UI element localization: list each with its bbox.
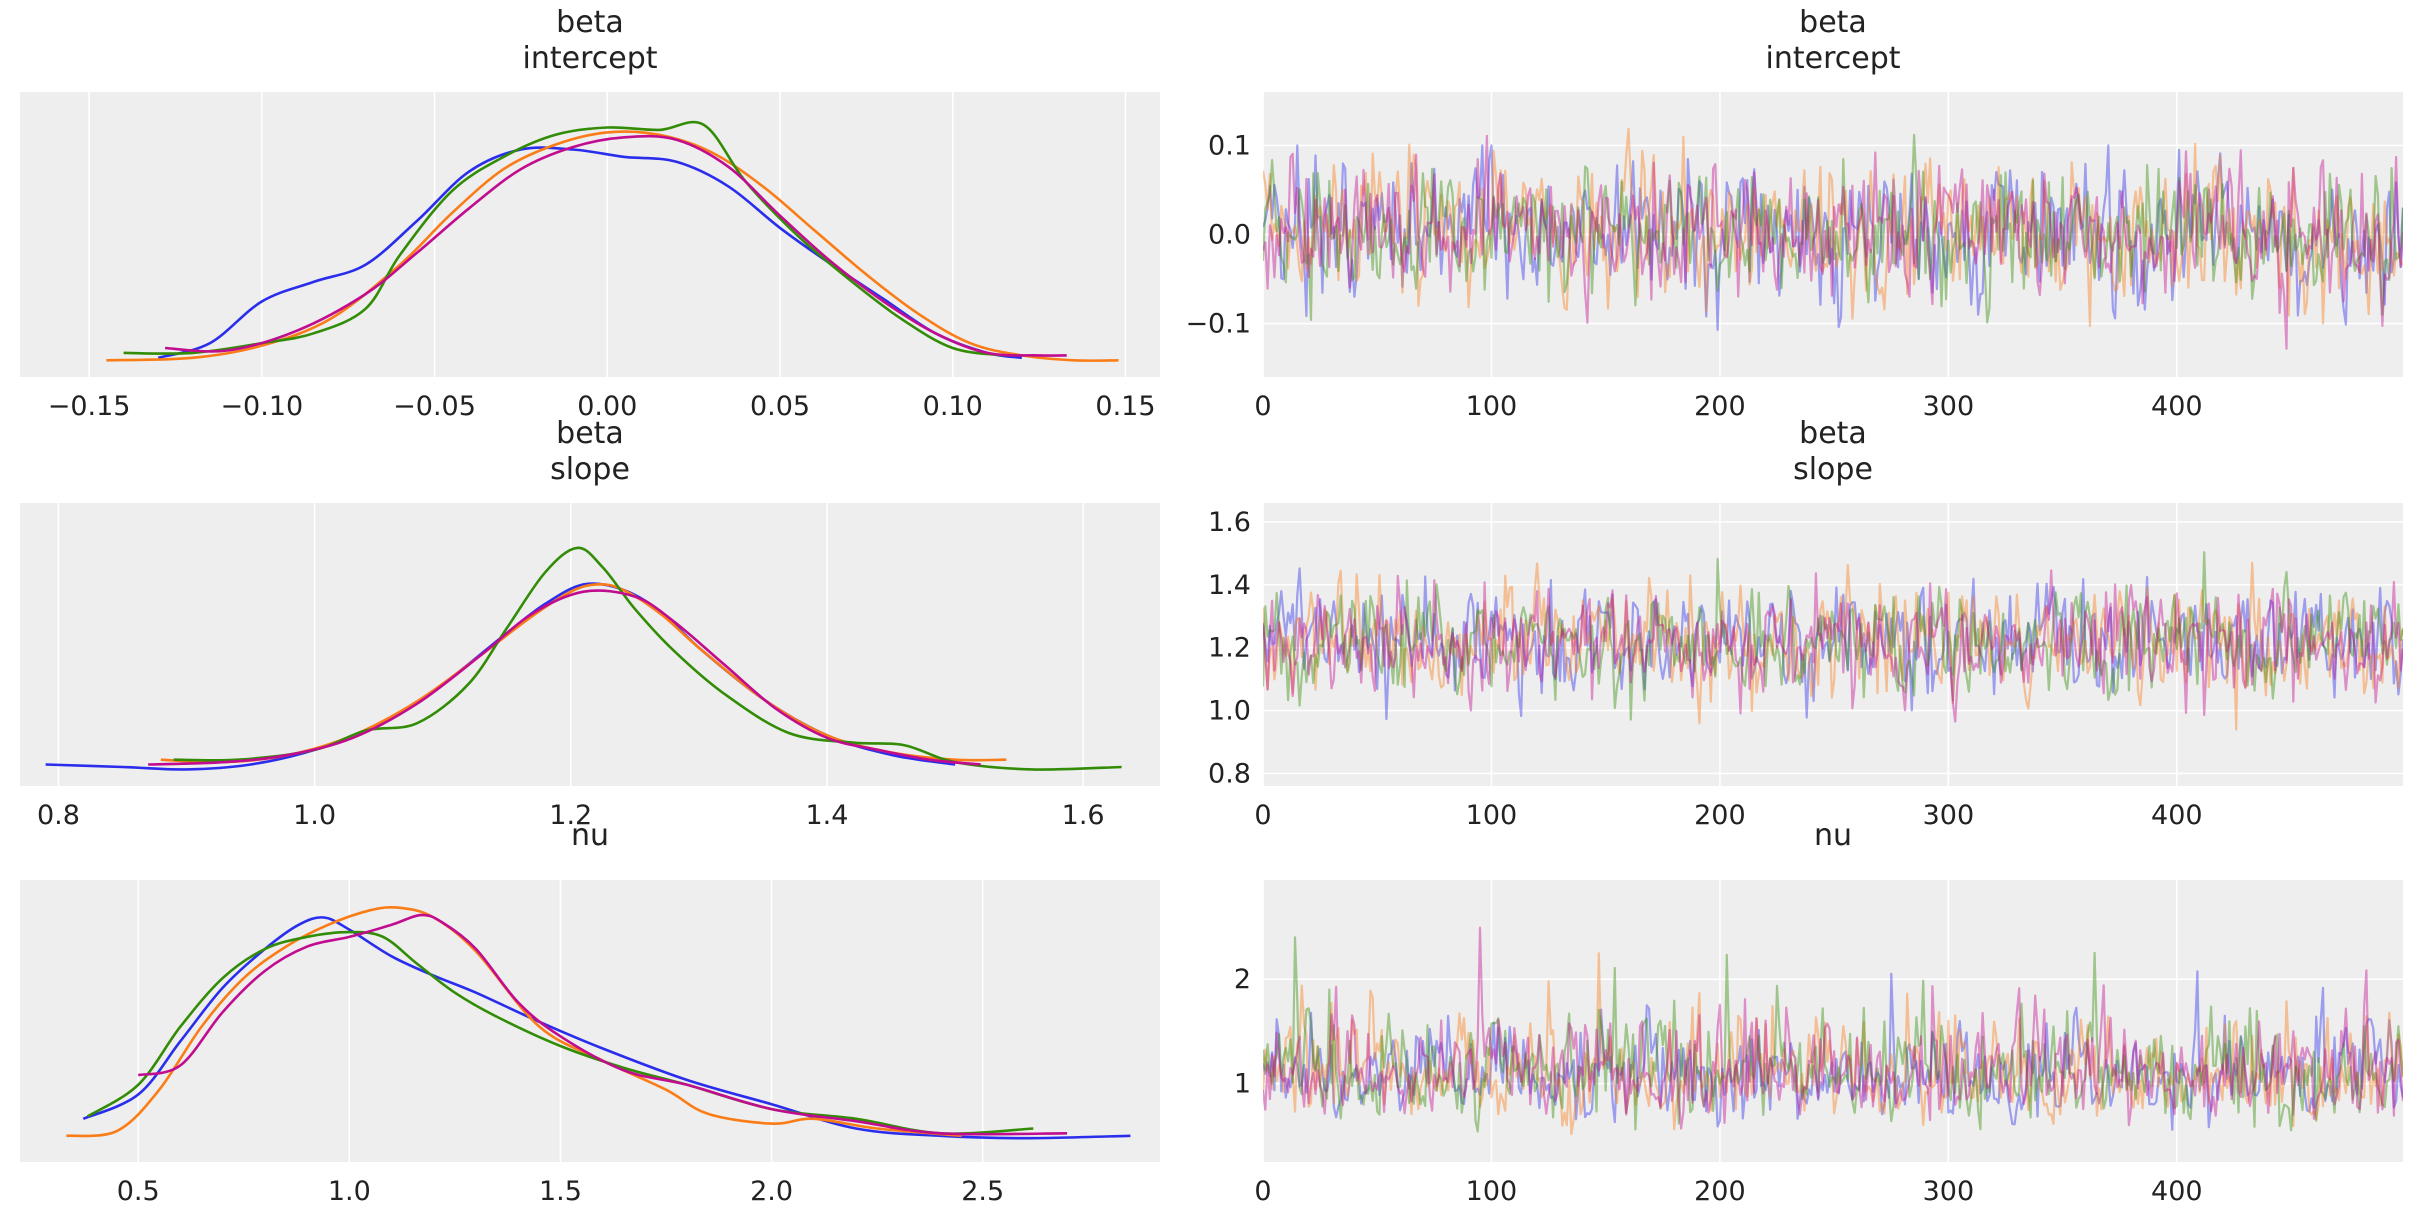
x-tick-label: 0.10: [923, 391, 983, 422]
x-tick-label: 1.6: [1062, 800, 1105, 831]
x-tick-label: 0.05: [750, 391, 810, 422]
plot-area: [1263, 503, 2403, 786]
kde-panel-4: nu 0.5 1.0 1.5 2.0 2.5: [20, 818, 1160, 1207]
x-tick-label: 200: [1694, 800, 1746, 831]
panel-title-line: beta: [556, 416, 624, 451]
x-tick-label: 0: [1254, 800, 1271, 831]
x-tick-label: 200: [1694, 391, 1746, 422]
x-tick-label: −0.05: [393, 391, 476, 422]
x-tick-label: 1.4: [805, 800, 848, 831]
kde-line-chain-0: [157, 146, 1022, 360]
x-tick-label: 300: [1923, 1176, 1975, 1207]
trace-line-chain-2: [1263, 133, 2403, 324]
x-tick-label: 0: [1254, 1176, 1271, 1207]
plot-area: [20, 503, 1160, 786]
x-tick-label: 0.15: [1095, 391, 1155, 422]
panel-title-line: nu: [571, 818, 609, 853]
panel-title-line: slope: [1793, 452, 1873, 487]
x-tick-label: 1.0: [293, 800, 336, 831]
kde-line-chain-3: [148, 589, 981, 766]
panel-title-line: beta: [556, 5, 624, 40]
x-tick-label: 0.5: [117, 1176, 160, 1207]
trace-line-chain-0: [1263, 144, 2403, 331]
y-tick-label: 0.0: [1208, 220, 1251, 251]
y-tick-label: 1.4: [1208, 570, 1251, 601]
y-tick-label: 1.2: [1208, 633, 1251, 664]
x-tick-label: 300: [1923, 800, 1975, 831]
x-tick-label: 300: [1923, 391, 1975, 422]
trace-line-chain-2: [1263, 551, 2403, 721]
panel-title-line: slope: [550, 452, 630, 487]
panel-title-line: beta: [1799, 416, 1867, 451]
kde-line-chain-2: [123, 120, 1005, 357]
x-tick-label: 2.5: [961, 1176, 1004, 1207]
kde-line-chain-3: [137, 913, 1068, 1136]
y-tick-label: 0.1: [1208, 130, 1251, 161]
panel-title-line: beta: [1799, 5, 1867, 40]
x-tick-label: 0: [1254, 391, 1271, 422]
plot-area: [20, 880, 1160, 1162]
x-tick-label: 1.5: [539, 1176, 582, 1207]
trace-panel-5: nu 0 100 200 300 400 1 2: [1234, 818, 2403, 1207]
trace-line-chain-1: [1263, 561, 2403, 731]
kde-line-chain-0: [82, 916, 1131, 1140]
panel-title-line: nu: [1814, 818, 1852, 853]
kde-line-chain-3: [165, 134, 1067, 357]
x-tick-label: 2.0: [750, 1176, 793, 1207]
x-tick-label: 100: [1466, 391, 1518, 422]
panel-title-line: intercept: [523, 41, 658, 76]
trace-line-chain-3: [1263, 569, 2403, 723]
trace-line-chain-3: [1263, 926, 2403, 1130]
kde-line-chain-1: [106, 130, 1119, 362]
x-tick-label: 100: [1466, 800, 1518, 831]
x-tick-label: 0.00: [577, 391, 637, 422]
panel-title-line: intercept: [1766, 41, 1901, 76]
y-tick-label: −0.1: [1185, 309, 1251, 340]
y-tick-label: 1.0: [1208, 696, 1251, 727]
y-tick-label: 1: [1234, 1069, 1251, 1100]
x-tick-label: 100: [1466, 1176, 1518, 1207]
trace-line-chain-1: [1263, 952, 2403, 1136]
x-tick-label: 400: [2151, 1176, 2203, 1207]
x-tick-label: −0.15: [48, 391, 131, 422]
plot-area: [20, 92, 1160, 377]
trace-line-chain-0: [1263, 970, 2403, 1131]
y-tick-label: 2: [1234, 964, 1251, 995]
plot-area: [1263, 880, 2403, 1162]
trace-line-chain-1: [1263, 127, 2403, 328]
kde-line-chain-2: [173, 546, 1122, 771]
x-tick-label: 400: [2151, 391, 2203, 422]
trace-line-chain-3: [1263, 134, 2403, 350]
x-tick-label: 1.2: [549, 800, 592, 831]
x-tick-label: 200: [1694, 1176, 1746, 1207]
x-tick-label: −0.10: [220, 391, 303, 422]
x-tick-label: 0.8: [37, 800, 80, 831]
y-tick-label: 1.6: [1208, 507, 1251, 538]
trace-line-chain-2: [1263, 936, 2403, 1133]
x-tick-label: 1.0: [328, 1176, 371, 1207]
x-tick-label: 400: [2151, 800, 2203, 831]
y-tick-label: 0.8: [1208, 758, 1251, 789]
trace-line-chain-0: [1263, 567, 2403, 721]
